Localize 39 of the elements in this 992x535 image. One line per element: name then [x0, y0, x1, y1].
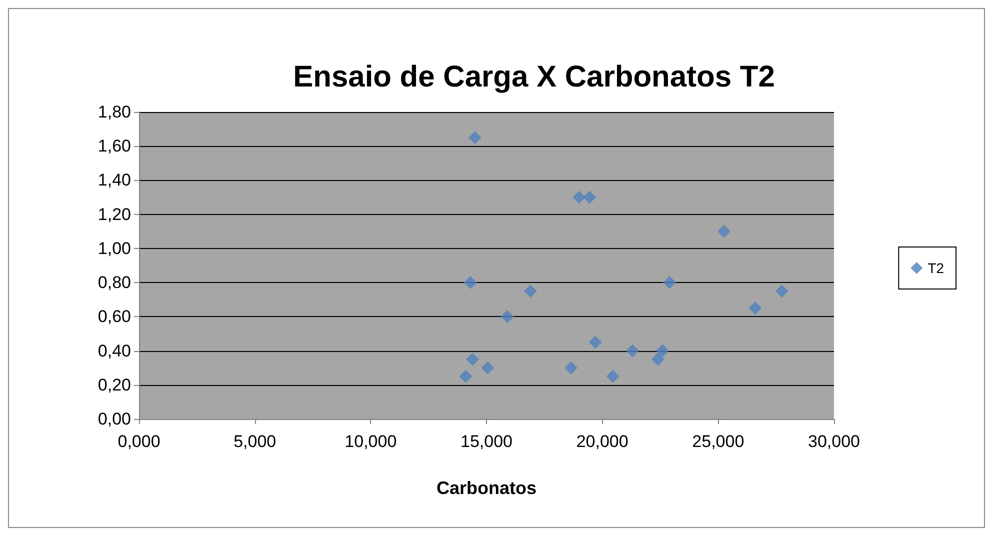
- point: [464, 276, 477, 290]
- y-tick-label: 1,60: [98, 136, 131, 156]
- y-tick-label: 1,20: [98, 204, 131, 224]
- point: [748, 302, 762, 315]
- x-tick-label: 0,000: [118, 432, 160, 451]
- point: [564, 361, 578, 374]
- y-tick-label: 0,00: [98, 410, 131, 428]
- point: [626, 344, 639, 358]
- x-tick-label: 15,000: [460, 432, 512, 451]
- point: [572, 190, 586, 204]
- chart-title: Ensaio de Carga X Carbonatos T2: [293, 60, 775, 94]
- point: [663, 276, 676, 290]
- point: [717, 224, 730, 238]
- point: [459, 370, 472, 383]
- point: [775, 284, 788, 298]
- x-tick-label: 25,000: [692, 432, 744, 451]
- x-tick-label: 20,000: [576, 432, 628, 451]
- x-tick-label: 10,000: [344, 432, 397, 451]
- point: [500, 310, 514, 324]
- y-tick-label: 0,60: [98, 307, 131, 326]
- point: [651, 352, 664, 366]
- y-tick-label: 0,20: [98, 375, 131, 394]
- point: [466, 352, 480, 366]
- point: [588, 336, 602, 349]
- point: [481, 361, 494, 374]
- y-tick-label: 1,00: [98, 238, 131, 258]
- point: [468, 131, 482, 144]
- y-tick-label: 1,80: [98, 102, 131, 122]
- point: [583, 190, 596, 204]
- x-axis-title: Carbonatos: [436, 478, 537, 498]
- point: [656, 344, 670, 358]
- legend-label: T2: [928, 260, 944, 276]
- y-tick-label: 0,40: [98, 341, 131, 360]
- x-tick-label: 5,000: [234, 432, 276, 451]
- x-tick-label: 30,000: [808, 432, 860, 451]
- y-tick-label: 1,40: [98, 170, 131, 190]
- point: [606, 370, 620, 383]
- y-tick-label: 0,80: [98, 273, 131, 292]
- point: [524, 284, 538, 298]
